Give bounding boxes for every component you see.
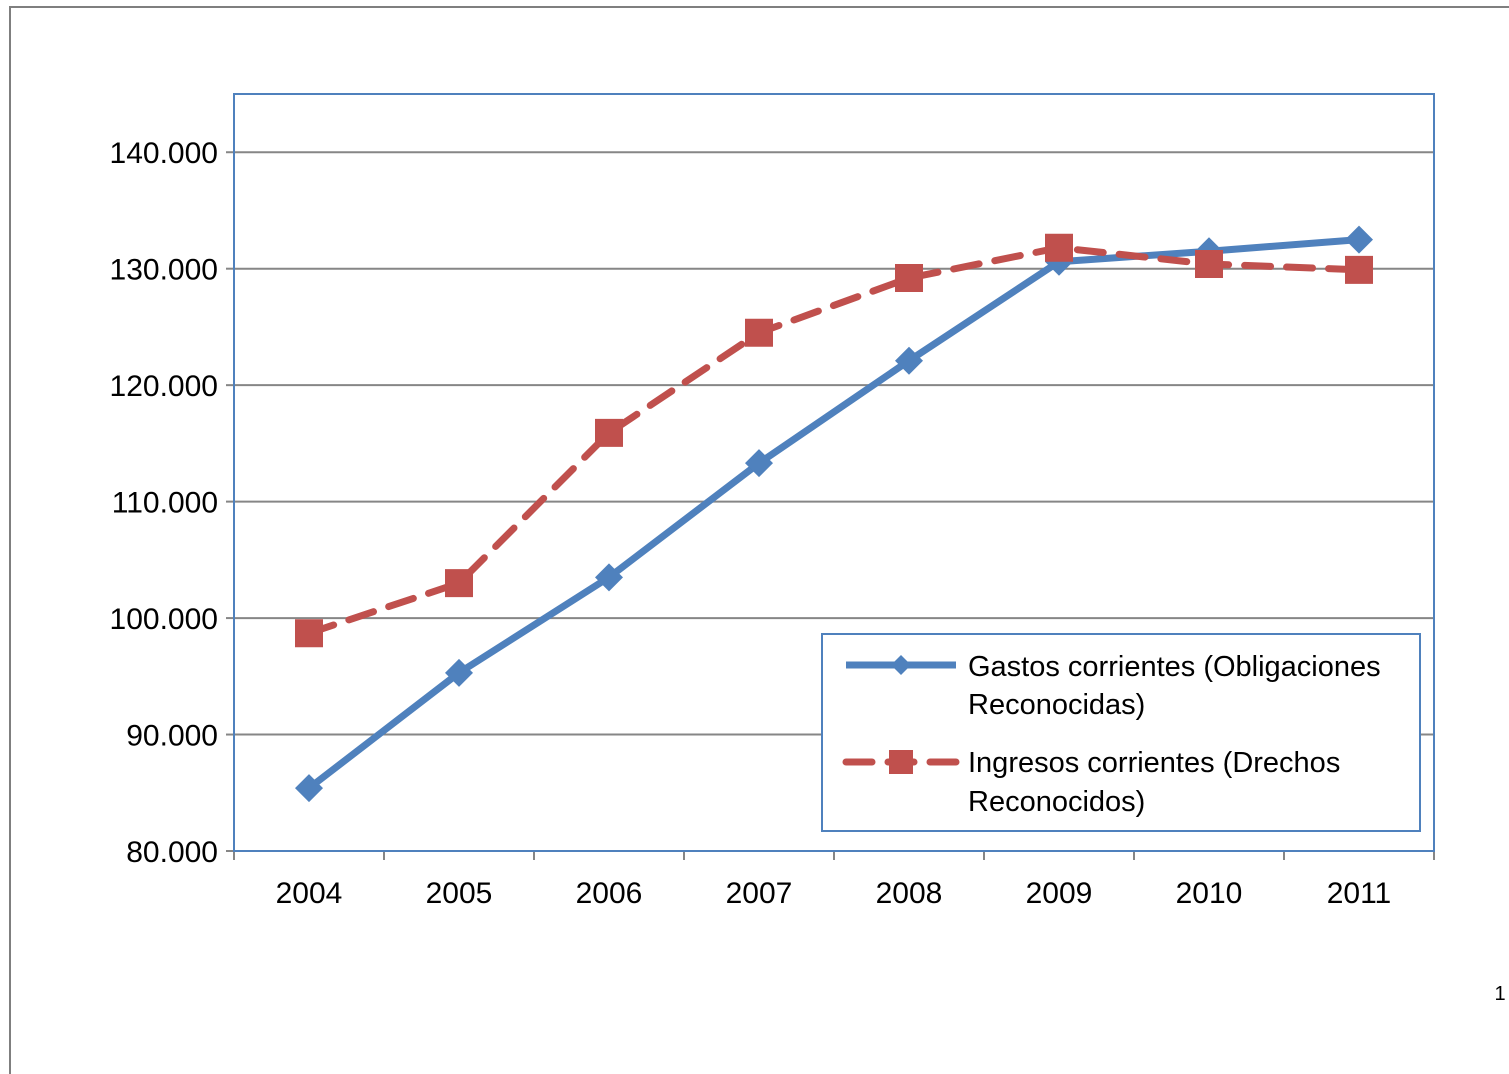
series-1-point-2004	[295, 774, 323, 803]
y-tick-label-5: 130.000	[110, 254, 218, 287]
y-tick-label-4: 120.000	[110, 370, 218, 403]
series-1-point-2007	[745, 449, 773, 478]
x-tick-label-2007: 2007	[726, 877, 793, 910]
legend-label-series-2-line-1: Ingresos corrientes (Drechos	[968, 747, 1340, 779]
legend-label-series-1-line-1: Gastos corrientes (Obligaciones	[968, 651, 1381, 683]
x-tick-label-2004: 2004	[276, 877, 343, 910]
axes: 80.000 90.000 100.000 110.000 120.000 130.000…	[110, 137, 1435, 910]
legend-swatch-marker-series-1	[891, 655, 911, 675]
series-group	[295, 225, 1373, 803]
y-tick-label-2: 100.000	[110, 603, 218, 636]
x-tick-label-2006: 2006	[576, 877, 643, 910]
page-number: 1	[1494, 983, 1505, 1005]
legend: Gastos corrientes (Obligaciones Reconoci…	[821, 633, 1421, 832]
series-2-point-2009	[1045, 233, 1073, 262]
series-2-point-2011	[1345, 255, 1373, 284]
series-2-point-2010	[1195, 250, 1223, 279]
x-tick-label-2010: 2010	[1176, 877, 1243, 910]
series-1-point-2011	[1345, 225, 1373, 254]
x-tick-label-2009: 2009	[1026, 877, 1093, 910]
series-1	[295, 225, 1373, 803]
y-tick-label-6: 140.000	[110, 137, 218, 170]
legend-swatch-marker-series-2	[889, 750, 913, 774]
series-2-line	[305, 244, 1363, 637]
legend-entry-series-2: Ingresos corrientes (Drechos Reconocidos…	[842, 747, 1340, 818]
page-frame	[9, 6, 1509, 1074]
series-1-point-2006	[595, 563, 623, 592]
series-2-point-2005	[445, 569, 473, 598]
series-2-point-2006	[595, 418, 623, 447]
x-tick-label-2011: 2011	[1327, 877, 1392, 910]
legend-label-series-2-line-2: Reconocidos)	[968, 786, 1145, 818]
series-2-point-2004	[295, 619, 323, 648]
series-1-point-2005	[445, 658, 473, 687]
legend-label-series-1-line-2: Reconocidas)	[968, 689, 1145, 721]
y-tick-label-0: 80.000	[126, 836, 218, 869]
x-tick-label-2008: 2008	[876, 877, 943, 910]
y-tick-label-1: 90.000	[126, 720, 218, 753]
x-tick-label-2005: 2005	[426, 877, 493, 910]
legend-entry-series-1: Gastos corrientes (Obligaciones Reconoci…	[846, 651, 1381, 721]
series-2-point-2008	[895, 264, 923, 293]
series-2-point-2007	[745, 318, 773, 347]
series-1-point-2008	[895, 346, 923, 375]
y-tick-label-3: 110.000	[112, 487, 218, 520]
plot-area-border	[233, 93, 1435, 852]
series-2	[295, 233, 1373, 648]
series-1-line	[306, 236, 1360, 791]
